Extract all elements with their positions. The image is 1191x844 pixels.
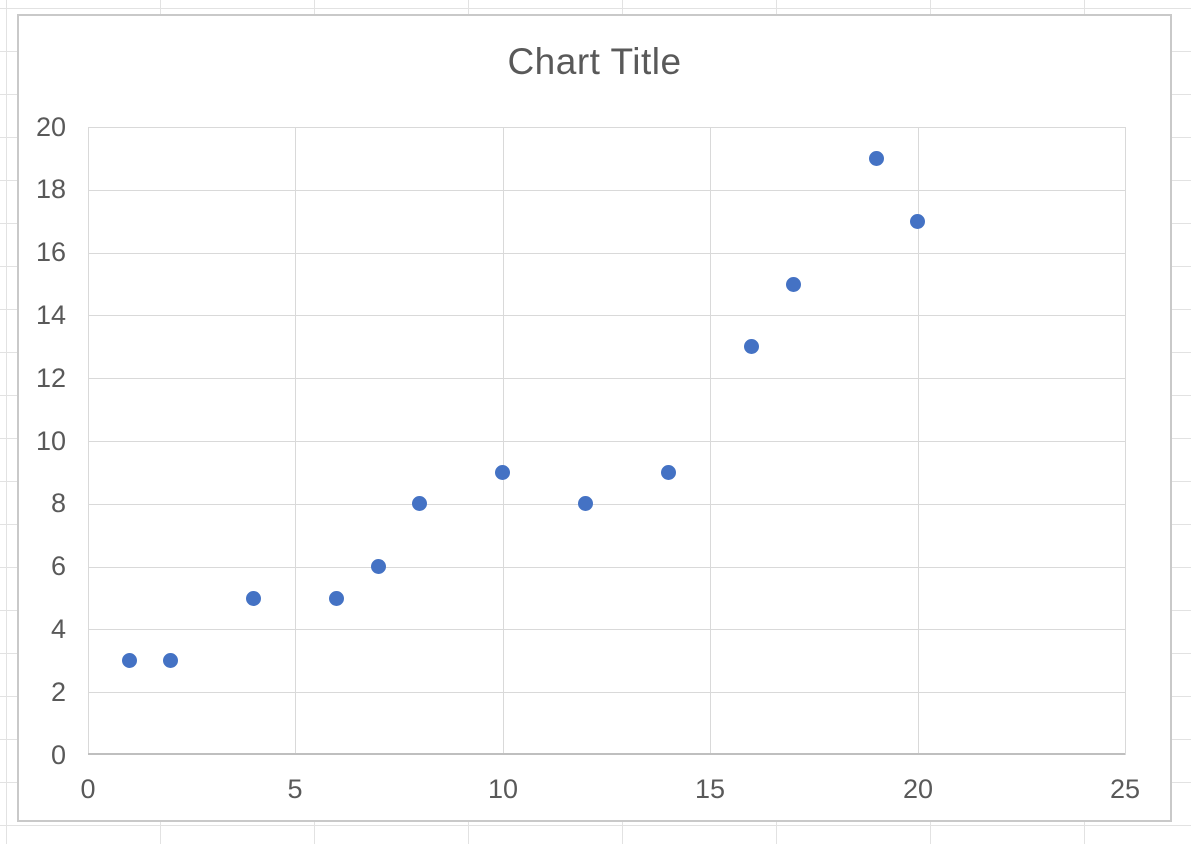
data-point[interactable] xyxy=(910,214,925,229)
vertical-gridline xyxy=(1125,127,1126,755)
y-tick-label: 16 xyxy=(35,237,66,267)
y-tick-label: 20 xyxy=(35,112,66,142)
horizontal-gridline xyxy=(88,315,1125,316)
horizontal-gridline xyxy=(88,692,1125,693)
data-point[interactable] xyxy=(412,496,427,511)
horizontal-gridline xyxy=(88,378,1125,379)
data-point[interactable] xyxy=(163,653,178,668)
horizontal-gridline xyxy=(88,253,1125,254)
data-point[interactable] xyxy=(744,339,759,354)
chart-title[interactable]: Chart Title xyxy=(507,41,682,82)
data-point[interactable] xyxy=(246,591,261,606)
y-tick-label: 14 xyxy=(35,300,66,330)
plot-area[interactable] xyxy=(88,127,1126,755)
x-axis-line xyxy=(88,753,1125,755)
x-tick-label: 0 xyxy=(80,774,96,804)
horizontal-gridline xyxy=(88,127,1125,128)
y-tick-label: 2 xyxy=(50,677,66,707)
data-point[interactable] xyxy=(869,151,884,166)
x-tick-label: 20 xyxy=(902,774,934,804)
x-tick-label: 25 xyxy=(1109,774,1141,804)
data-point[interactable] xyxy=(329,591,344,606)
x-tick-label: 5 xyxy=(287,774,303,804)
y-tick-label: 4 xyxy=(50,614,66,644)
data-point[interactable] xyxy=(786,277,801,292)
y-tick-label: 10 xyxy=(35,426,66,456)
data-point[interactable] xyxy=(578,496,593,511)
y-tick-label: 8 xyxy=(50,488,66,518)
data-point[interactable] xyxy=(371,559,386,574)
x-tick-label: 15 xyxy=(694,774,726,804)
horizontal-gridline xyxy=(88,567,1125,568)
horizontal-gridline xyxy=(88,629,1125,630)
data-point[interactable] xyxy=(661,465,676,480)
y-tick-label: 18 xyxy=(35,174,66,204)
y-tick-label: 12 xyxy=(35,363,66,393)
horizontal-gridline xyxy=(88,504,1125,505)
data-point[interactable] xyxy=(495,465,510,480)
y-tick-label: 6 xyxy=(50,551,66,581)
y-tick-label: 0 xyxy=(50,740,66,770)
x-tick-label: 10 xyxy=(487,774,519,804)
horizontal-gridline xyxy=(88,190,1125,191)
chart-object[interactable]: Chart Title 0 2 4 6 8 10 12 14 16 18 20 0 5 10 15 20 25 xyxy=(17,14,1172,822)
horizontal-gridline xyxy=(88,441,1125,442)
data-point[interactable] xyxy=(122,653,137,668)
